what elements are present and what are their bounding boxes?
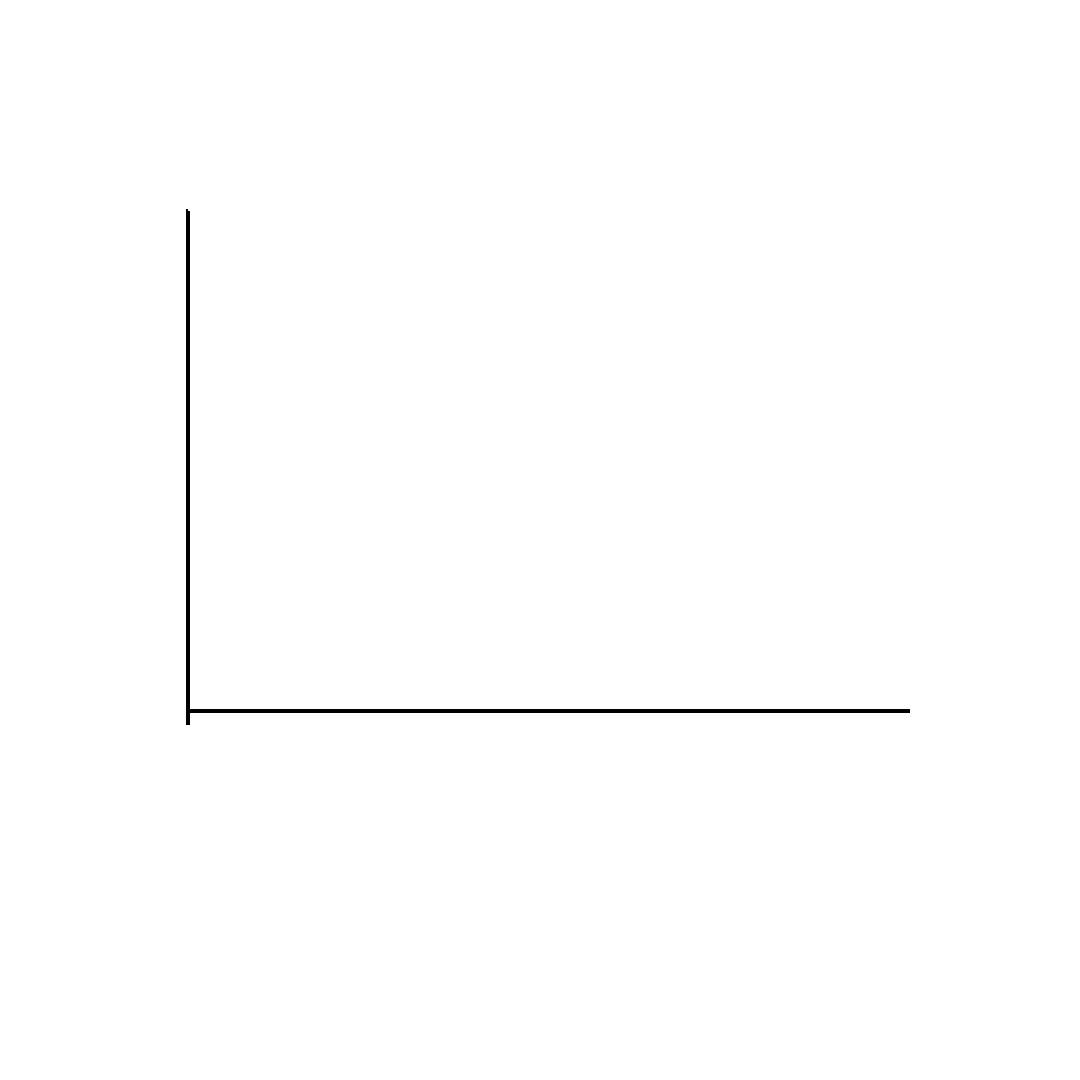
calibration-chart xyxy=(0,0,1080,1080)
